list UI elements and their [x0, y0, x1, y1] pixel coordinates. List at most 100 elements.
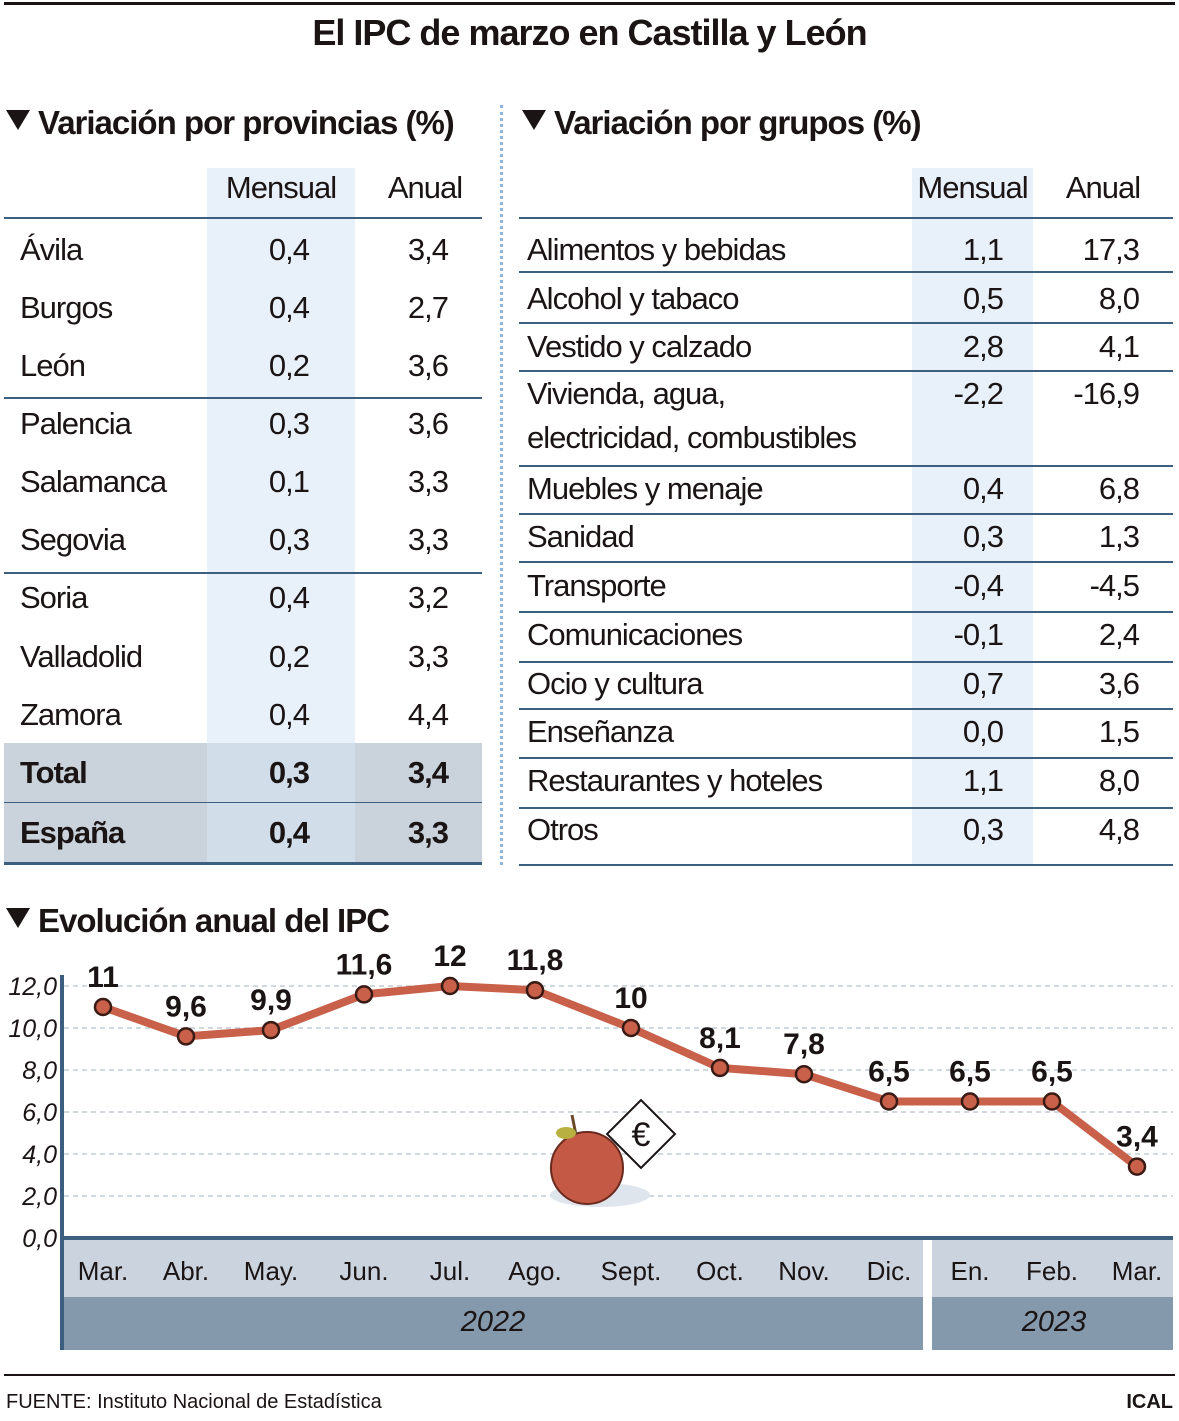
province-anual: 3,2: [407, 580, 449, 615]
group-mensual: 0,0: [962, 714, 1004, 749]
group-anual: 8,0: [1098, 763, 1140, 798]
group-anual: 6,8: [1098, 471, 1140, 506]
data-point: [960, 1092, 980, 1111]
divider: [519, 271, 1173, 273]
month-band: [64, 1238, 1173, 1297]
chart-title: Evolución anual del IPC: [38, 902, 390, 939]
col-header-mensual: Mensual: [917, 170, 1028, 205]
province-anual: 3,3: [407, 639, 449, 674]
line-chart: 0,0 2,0 4,0 6,0 8,0 10,0 12,0 Mar. Abr. May. Jun. J…: [8, 940, 1173, 1350]
col-header-anual: Anual: [387, 170, 463, 205]
mensual-band: [207, 168, 355, 743]
section-separator: [500, 105, 503, 865]
group-name: Otros: [527, 812, 599, 847]
province-anual: 3,4: [407, 232, 449, 267]
provincias-heading-text: Variación por provincias (%): [38, 104, 455, 141]
data-point: [621, 1018, 641, 1038]
group-name: Vivienda, agua,: [527, 376, 726, 411]
top-rule: [4, 2, 1175, 5]
triangle-icon: [522, 110, 546, 130]
data-label: 3,4: [1116, 1121, 1158, 1154]
y-tick-label: 2,0: [21, 1183, 57, 1211]
apple-icon: [550, 1131, 624, 1205]
data-label: 11,8: [507, 944, 564, 977]
data-point: [525, 980, 545, 1000]
province-anual: 3,6: [407, 348, 449, 383]
year-label: 2022: [460, 1306, 526, 1338]
province-mensual: 0,2: [268, 639, 310, 674]
group-mensual: 1,1: [962, 232, 1004, 267]
divider: [519, 370, 1173, 372]
province-name: Salamanca: [20, 464, 167, 499]
divider: [519, 864, 1173, 866]
x-tick-label: Nov.: [778, 1256, 830, 1286]
total-mensual: 0,4: [268, 815, 310, 850]
province-mensual: 0,2: [268, 348, 310, 383]
divider: [519, 561, 1173, 563]
data-label: 6,5: [949, 1056, 991, 1089]
divider: [4, 572, 482, 574]
group-anual: 3,6: [1098, 666, 1140, 701]
group-name: Alimentos y bebidas: [527, 232, 786, 267]
divider: [519, 322, 1173, 324]
x-tick-label: Dic.: [867, 1256, 912, 1286]
group-anual: -16,9: [1073, 376, 1140, 411]
data-point: [354, 985, 374, 1004]
province-mensual: 0,4: [268, 580, 310, 615]
chart-heading: Evolución anual del IPC: [6, 902, 390, 940]
province-mensual: 0,4: [268, 697, 310, 732]
source-text: FUENTE: Instituto Nacional de Estadístic…: [6, 1391, 382, 1413]
group-anual: 8,0: [1098, 281, 1140, 316]
group-mensual: 0,3: [962, 519, 1004, 554]
group-anual: 4,8: [1098, 812, 1140, 847]
data-label: 11,6: [336, 948, 393, 981]
x-tick-label: Ago.: [508, 1256, 562, 1286]
total-row-band: [207, 803, 355, 862]
group-anual: 4,1: [1098, 329, 1140, 364]
group-name: Transporte: [527, 568, 667, 603]
province-mensual: 0,4: [268, 232, 310, 267]
province-mensual: 0,4: [268, 290, 310, 325]
total-anual: 3,4: [407, 755, 449, 790]
price-tag-icon: [605, 1098, 677, 1170]
data-point: [1127, 1157, 1147, 1176]
mensual-band: [912, 168, 1033, 865]
group-name: Comunicaciones: [527, 617, 743, 652]
group-name: Ocio y cultura: [527, 666, 704, 701]
group-mensual: 1,1: [962, 763, 1004, 798]
total-row-band: [207, 743, 355, 802]
group-mensual: -0,4: [953, 568, 1004, 603]
province-name: León: [20, 348, 86, 383]
data-label: 12: [433, 940, 466, 973]
total-mensual: 0,3: [268, 755, 310, 790]
divider: [4, 862, 482, 865]
y-tick-label: 4,0: [22, 1141, 57, 1169]
footer-rule: [4, 1374, 1175, 1376]
total-anual: 3,3: [407, 815, 449, 850]
y-tick-label: 10,0: [8, 1015, 57, 1043]
group-mensual: -2,2: [953, 376, 1004, 411]
data-label: 6,5: [1031, 1056, 1073, 1089]
total-name: España: [20, 815, 125, 850]
year-gap: [923, 1238, 932, 1350]
province-name: Segovia: [20, 522, 126, 557]
province-anual: 3,6: [407, 406, 449, 441]
province-name: Burgos: [20, 290, 113, 325]
divider: [519, 708, 1173, 710]
col-header-mensual: Mensual: [225, 170, 337, 205]
brand-logo: ICAL: [1126, 1391, 1173, 1413]
x-tick-label: Mar.: [78, 1256, 129, 1286]
group-name-line2: electricidad, combustibles: [527, 420, 857, 455]
apple-illustration: €: [550, 1098, 677, 1207]
province-mensual: 0,3: [268, 406, 310, 441]
x-tick-label: Jul.: [430, 1256, 470, 1286]
x-tick-label: Oct.: [696, 1256, 744, 1286]
apple-leaf: [556, 1127, 576, 1139]
province-name: Ávila: [20, 232, 83, 267]
group-anual: 1,3: [1098, 519, 1140, 554]
group-name: Enseñanza: [527, 714, 674, 749]
divider: [4, 217, 482, 219]
grupos-heading: Variación por grupos (%): [522, 104, 922, 142]
y-tick-label: 0,0: [22, 1225, 57, 1253]
